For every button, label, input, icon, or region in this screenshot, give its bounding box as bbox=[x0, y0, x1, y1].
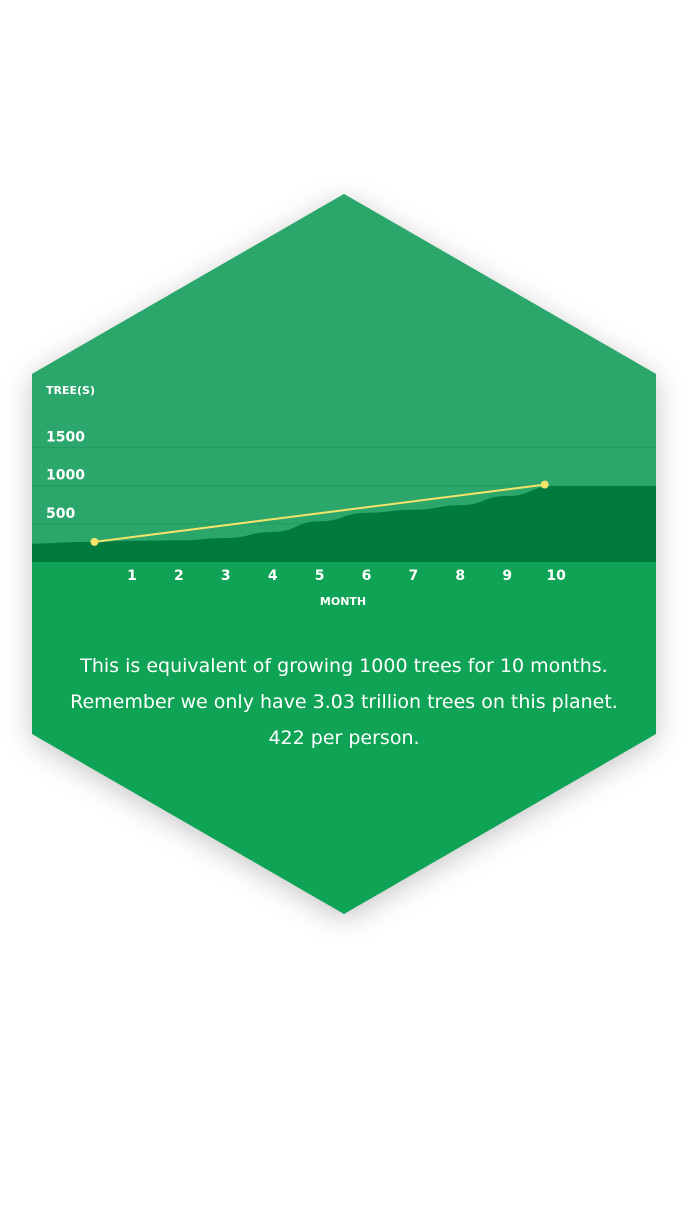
x-tick-label: 5 bbox=[315, 568, 325, 584]
line-point-2 bbox=[540, 480, 549, 489]
trend-line bbox=[94, 483, 545, 543]
x-tick-labels: 1 2 3 4 5 6 7 8 9 10 bbox=[127, 568, 566, 584]
area-series bbox=[32, 486, 656, 562]
x-tick-label: 8 bbox=[455, 568, 465, 584]
y-tick-labels: 500 1000 1500 bbox=[46, 429, 85, 521]
x-tick-label: 1 bbox=[127, 568, 137, 584]
hexagon: TREE(S) MONTH 500 1000 1500 1 2 3 4 5 6 7 8 9 10 bbox=[32, 194, 656, 914]
line-series bbox=[90, 480, 549, 546]
caption-line-1: This is equivalent of growing 1000 trees… bbox=[80, 655, 608, 677]
caption-line-3: 422 per person. bbox=[268, 727, 420, 749]
area-fill bbox=[32, 486, 656, 562]
x-tick-label: 4 bbox=[268, 568, 278, 584]
x-tick-label: 2 bbox=[174, 568, 184, 584]
caption: This is equivalent of growing 1000 trees… bbox=[0, 648, 688, 756]
y-tick-label: 1500 bbox=[46, 429, 85, 445]
line-point-1 bbox=[90, 537, 99, 546]
tree-growth-chart: TREE(S) MONTH 500 1000 1500 1 2 3 4 5 6 7 8 9 10 bbox=[32, 384, 656, 608]
caption-line-2: Remember we only have 3.03 trillion tree… bbox=[70, 691, 618, 713]
x-axis-title: MONTH bbox=[320, 595, 366, 608]
y-tick-label: 500 bbox=[46, 506, 75, 522]
y-tick-label: 1000 bbox=[46, 468, 85, 484]
x-tick-label: 3 bbox=[221, 568, 231, 584]
x-tick-label: 7 bbox=[409, 568, 419, 584]
y-axis-title: TREE(S) bbox=[46, 384, 95, 397]
x-tick-label: 10 bbox=[546, 568, 566, 584]
x-tick-label: 6 bbox=[362, 568, 372, 584]
x-tick-label: 9 bbox=[502, 568, 512, 584]
